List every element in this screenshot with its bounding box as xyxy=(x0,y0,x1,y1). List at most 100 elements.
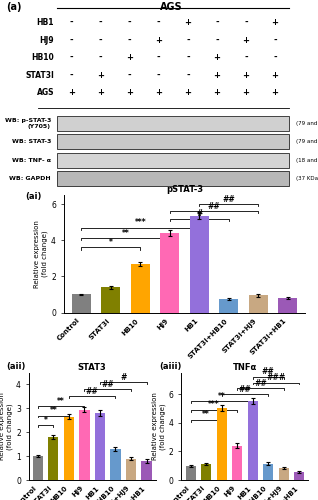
Text: (18 and 25 kDa): (18 and 25 kDa) xyxy=(296,158,318,163)
Text: ##: ## xyxy=(86,387,99,396)
Bar xyxy=(248,401,258,480)
Text: ###: ### xyxy=(266,373,286,382)
Text: +: + xyxy=(184,18,191,28)
Text: +: + xyxy=(271,18,278,28)
Text: +: + xyxy=(126,54,133,62)
Y-axis label: Relative expression
(fold change): Relative expression (fold change) xyxy=(152,392,166,460)
Text: ##: ## xyxy=(208,202,220,211)
Bar xyxy=(278,298,297,312)
Text: +: + xyxy=(126,88,133,97)
Bar xyxy=(72,294,91,312)
Text: **: ** xyxy=(121,229,129,238)
FancyBboxPatch shape xyxy=(57,116,289,130)
Text: +: + xyxy=(155,88,162,97)
Text: -: - xyxy=(186,70,190,80)
Text: -: - xyxy=(128,36,132,45)
Text: -: - xyxy=(99,54,103,62)
Y-axis label: Relative expression
(fold change): Relative expression (fold change) xyxy=(0,392,13,460)
Text: -: - xyxy=(215,36,219,45)
Text: **: ** xyxy=(218,392,225,401)
Bar xyxy=(217,408,227,480)
Text: **: ** xyxy=(50,406,57,415)
Text: ##: ## xyxy=(222,194,235,203)
Text: +: + xyxy=(213,70,220,80)
Text: +: + xyxy=(271,88,278,97)
Text: +: + xyxy=(242,36,249,45)
Bar xyxy=(219,299,238,312)
Bar xyxy=(263,464,273,480)
Text: -: - xyxy=(244,18,248,28)
Bar xyxy=(33,456,43,480)
Text: -: - xyxy=(186,36,190,45)
Text: -: - xyxy=(70,18,73,28)
Text: -: - xyxy=(128,70,132,80)
FancyBboxPatch shape xyxy=(57,172,289,186)
Title: pSTAT-3: pSTAT-3 xyxy=(166,185,203,194)
Text: +: + xyxy=(213,88,220,97)
Text: -: - xyxy=(128,18,132,28)
Text: +: + xyxy=(97,70,104,80)
FancyBboxPatch shape xyxy=(57,134,289,149)
Text: +: + xyxy=(184,88,191,97)
Text: **: ** xyxy=(57,396,65,406)
Text: -: - xyxy=(215,18,219,28)
Text: (a): (a) xyxy=(6,2,22,12)
Text: AGS: AGS xyxy=(160,2,183,12)
Text: -: - xyxy=(186,54,190,62)
Bar xyxy=(279,468,289,480)
Bar xyxy=(95,413,105,480)
Text: -: - xyxy=(99,18,103,28)
Text: (79 and 86 kDa): (79 and 86 kDa) xyxy=(296,121,318,126)
Bar xyxy=(110,449,121,480)
Text: HB1: HB1 xyxy=(37,18,54,28)
Text: -: - xyxy=(244,54,248,62)
Text: (79 and 86 kDa): (79 and 86 kDa) xyxy=(296,140,318,144)
Text: ***: *** xyxy=(208,400,220,409)
Text: **: ** xyxy=(202,410,210,420)
Title: TNFα: TNFα xyxy=(233,362,257,372)
Text: +: + xyxy=(97,88,104,97)
Y-axis label: Relative expression
(fold change): Relative expression (fold change) xyxy=(34,220,48,288)
Text: ##: ## xyxy=(254,379,267,388)
FancyBboxPatch shape xyxy=(57,153,289,168)
Text: *: * xyxy=(109,238,113,247)
Bar xyxy=(48,437,59,480)
Bar xyxy=(64,416,74,480)
Text: +: + xyxy=(271,70,278,80)
Text: -: - xyxy=(157,18,161,28)
Bar xyxy=(126,458,136,480)
Text: -: - xyxy=(273,54,277,62)
Bar xyxy=(142,461,152,480)
Text: ##: ## xyxy=(238,384,251,394)
Title: STAT3: STAT3 xyxy=(78,362,107,372)
Text: (aii): (aii) xyxy=(6,362,26,372)
Bar xyxy=(185,466,196,480)
Text: WB: STAT-3: WB: STAT-3 xyxy=(11,140,51,144)
Text: WB: p-STAT-3
(Y705): WB: p-STAT-3 (Y705) xyxy=(4,118,51,128)
Text: #: # xyxy=(196,209,202,218)
Bar xyxy=(232,446,242,480)
Bar xyxy=(294,472,304,480)
Text: -: - xyxy=(273,36,277,45)
Bar xyxy=(101,287,120,312)
Bar xyxy=(80,410,89,480)
Text: *: * xyxy=(44,416,48,424)
Text: (ai): (ai) xyxy=(25,192,42,202)
Text: AGS: AGS xyxy=(37,88,54,97)
Bar xyxy=(131,264,150,312)
Text: +: + xyxy=(242,88,249,97)
Text: HJ9: HJ9 xyxy=(39,36,54,45)
Text: (aiii): (aiii) xyxy=(159,362,181,372)
Text: -: - xyxy=(157,54,161,62)
Bar xyxy=(249,296,268,312)
Text: +: + xyxy=(242,70,249,80)
Text: -: - xyxy=(157,70,161,80)
Text: STAT3I: STAT3I xyxy=(25,70,54,80)
Bar xyxy=(201,464,211,480)
Text: (37 KDa): (37 KDa) xyxy=(296,176,318,182)
Text: +: + xyxy=(213,54,220,62)
Text: -: - xyxy=(70,54,73,62)
Text: -: - xyxy=(70,36,73,45)
Bar xyxy=(190,216,209,312)
Text: ##: ## xyxy=(101,380,114,389)
